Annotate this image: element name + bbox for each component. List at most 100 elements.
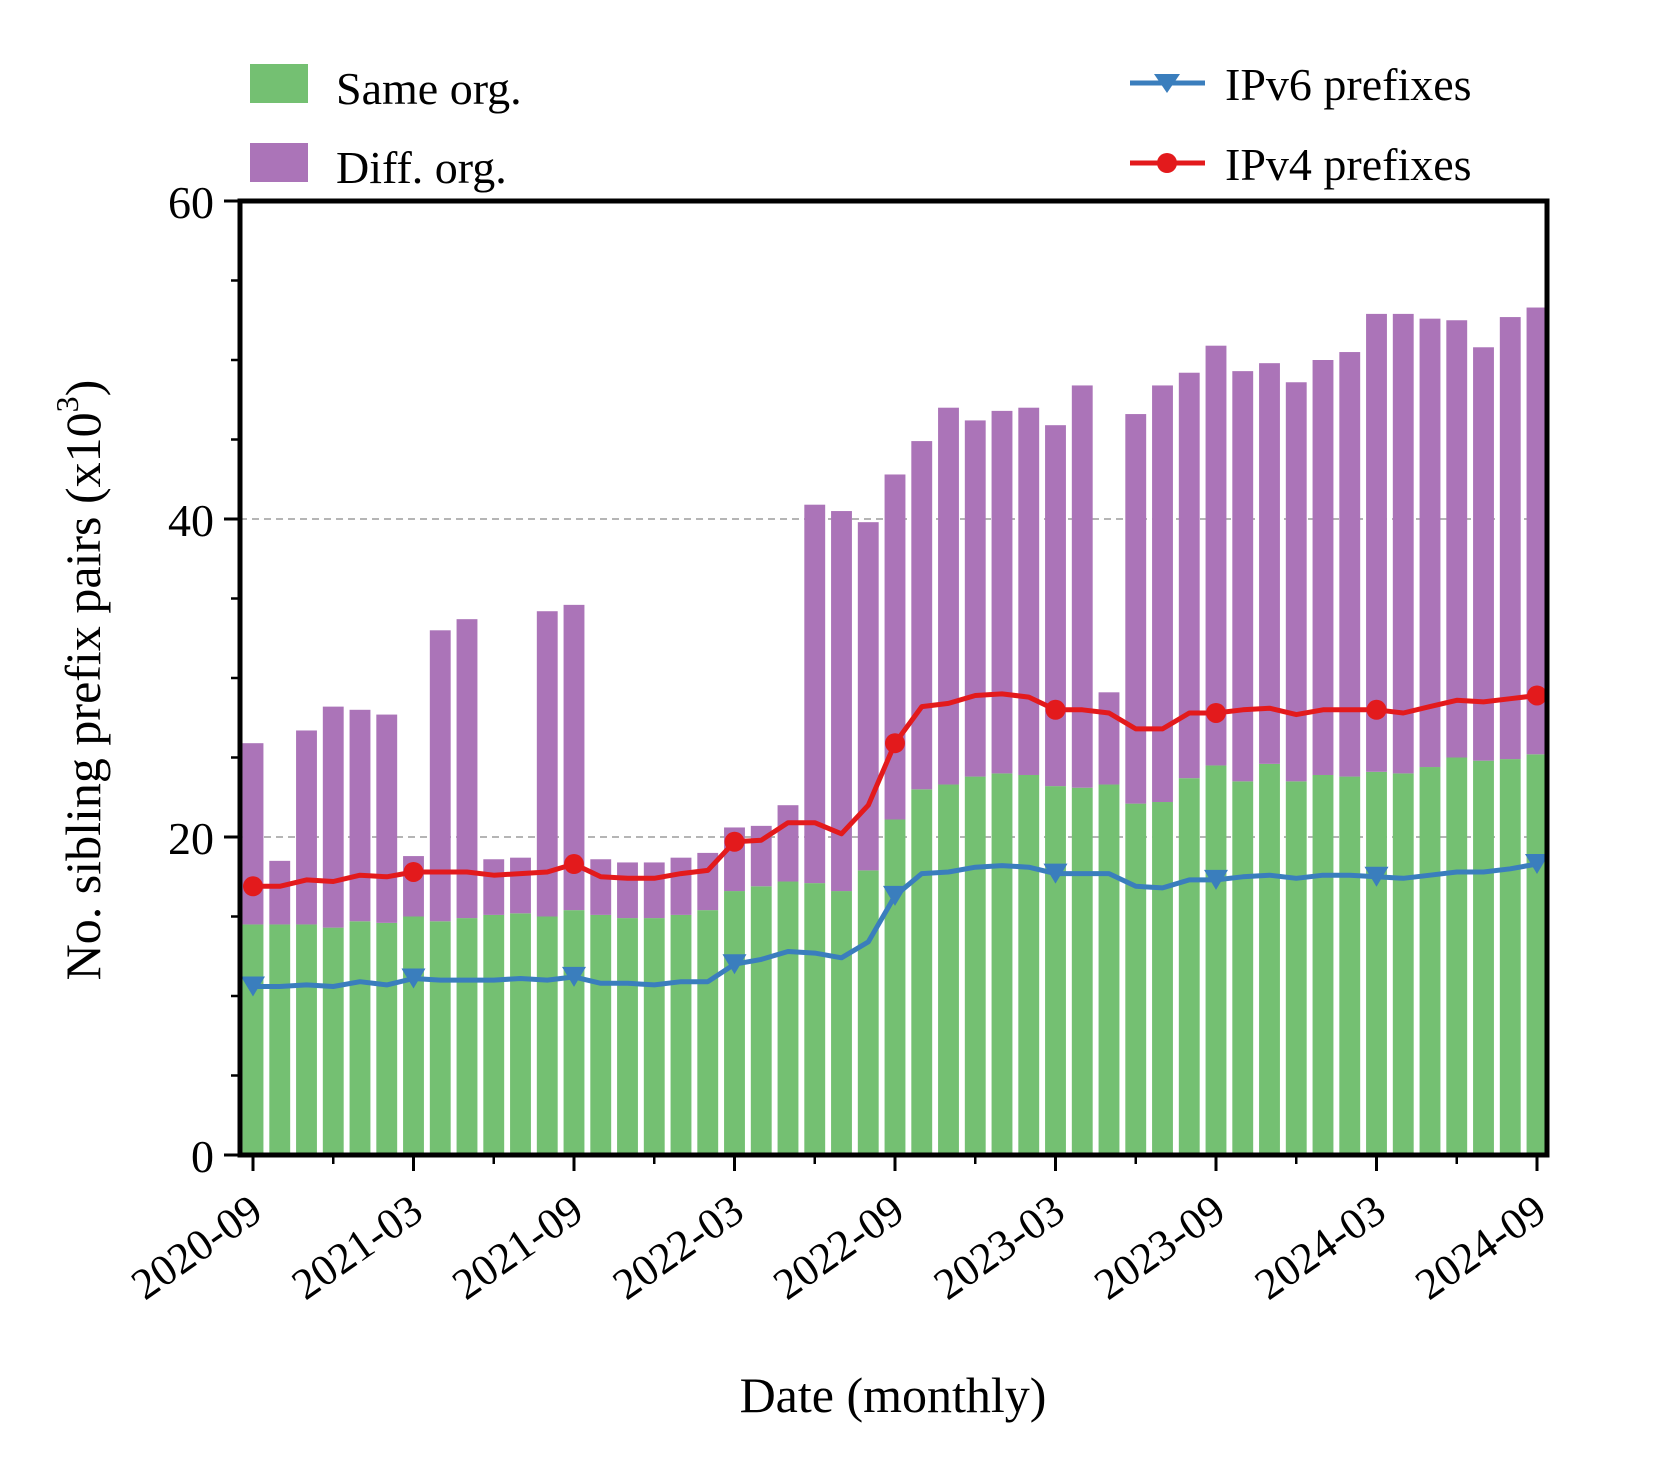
bar-diff-org (376, 714, 398, 923)
bar-same-org (1178, 778, 1200, 1155)
bar-diff-org (1473, 347, 1494, 761)
marker-ipv4-prefixes (1366, 699, 1387, 720)
bar-diff-org (1071, 385, 1093, 788)
bar-diff-org (429, 630, 451, 922)
y-tick-label: 0 (191, 1131, 214, 1182)
bar-same-org (1018, 774, 1040, 1155)
bar-diff-org (349, 709, 371, 922)
legend-right: IPv6 prefixes IPv4 prefixes (1130, 59, 1472, 190)
bar-same-org (322, 927, 344, 1155)
bar-same-org (991, 773, 1013, 1155)
bar-diff-org (804, 504, 826, 884)
marker-ipv6-prefixes (562, 966, 586, 987)
bar-diff-org (1499, 317, 1521, 760)
marker-ipv4-prefixes (243, 876, 263, 897)
x-tick-label: 2023-09 (1085, 1185, 1233, 1309)
bar-diff-org (670, 857, 692, 915)
bar-diff-org (643, 862, 665, 919)
bar-same-org (1045, 786, 1066, 1155)
bar-same-org (483, 914, 505, 1155)
x-tick-label: 2024-03 (1246, 1185, 1394, 1309)
marker-ipv6-prefixes (401, 968, 426, 989)
marker-ipv4-prefixes (885, 733, 905, 754)
marker-ipv6-prefixes (241, 976, 265, 997)
bar-diff-org (1125, 414, 1147, 804)
bar-diff-org (322, 706, 344, 928)
legend-left: Same org. Diff. org. (250, 63, 522, 193)
bar-diff-org (938, 407, 959, 785)
bar-diff-org (1312, 360, 1334, 775)
bar-same-org (1312, 774, 1334, 1155)
bar-same-org (804, 883, 826, 1155)
bar-diff-org (536, 611, 558, 917)
bar-same-org (777, 881, 799, 1155)
bar-same-org (1152, 802, 1173, 1155)
bar-same-org (643, 918, 665, 1155)
bar-same-org (724, 891, 745, 1155)
marker-ipv4-prefixes (1206, 702, 1226, 723)
bar-same-org (429, 921, 451, 1155)
legend-label-diff-org: Diff. org. (336, 142, 507, 193)
marker-ipv6-prefixes (1525, 854, 1549, 875)
bar-same-org (403, 916, 424, 1155)
bar-diff-org (483, 859, 505, 915)
bar-diff-org (1232, 371, 1254, 782)
marker-ipv6-prefixes (1364, 866, 1389, 887)
bar-same-org (1285, 781, 1307, 1155)
y-tick-label: 60 (168, 177, 214, 228)
bar-same-org (1259, 763, 1280, 1155)
y-axis-label-close: ) (55, 380, 111, 397)
y-axis-label: No. sibling prefix pairs (x103) (49, 380, 111, 981)
bar-same-org (964, 776, 986, 1155)
marker-ipv4-prefixes (1045, 699, 1066, 720)
bar-diff-org (1098, 692, 1120, 785)
legend-marker-ipv6 (1154, 74, 1180, 93)
bar-diff-org (269, 860, 291, 925)
bar-same-org (376, 922, 398, 1155)
bar-same-org (1125, 803, 1147, 1155)
bar-diff-org (911, 441, 933, 790)
y-axis-label-sup: 3 (49, 396, 85, 412)
bar-diff-org (1366, 313, 1387, 772)
bar-same-org (617, 918, 638, 1155)
bar-same-org (536, 916, 558, 1155)
bar-diff-org (510, 857, 531, 914)
bar-same-org (1419, 767, 1441, 1155)
y-tick-label: 20 (168, 813, 214, 864)
bar-diff-org (242, 743, 264, 925)
bar-same-org (1526, 754, 1548, 1155)
bar-diff-org (1178, 372, 1200, 779)
bar-diff-org (617, 862, 638, 919)
bar-diff-org (1045, 425, 1066, 787)
legend-label-ipv4: IPv4 prefixes (1225, 139, 1472, 190)
lines-layer (241, 685, 1549, 997)
legend-swatch-same-org (250, 64, 308, 103)
bar-same-org (563, 910, 585, 1155)
bar-same-org (456, 918, 478, 1155)
bar-same-org (590, 914, 612, 1155)
bar-same-org (857, 870, 879, 1155)
bar-same-org (1205, 765, 1227, 1155)
bar-diff-org (831, 511, 852, 892)
bar-same-org (750, 886, 772, 1155)
bar-same-org (911, 789, 933, 1155)
bar-diff-org (777, 805, 799, 882)
bar-same-org (1366, 771, 1387, 1155)
marker-ipv6-prefixes (1204, 869, 1228, 890)
bar-diff-org (1446, 320, 1468, 758)
bar-same-org (1232, 781, 1254, 1155)
bar-diff-org (857, 522, 879, 871)
bars-layer (242, 307, 1548, 1155)
bar-same-org (296, 924, 317, 1155)
bar-diff-org (964, 420, 986, 777)
bar-same-org (1499, 759, 1521, 1155)
marker-ipv4-prefixes (724, 831, 745, 852)
legend-swatch-diff-org (250, 143, 308, 182)
bar-diff-org (1339, 352, 1361, 777)
bar-same-org (1098, 784, 1120, 1155)
x-tick-label: 2022-09 (764, 1185, 912, 1309)
bar-diff-org (991, 410, 1013, 774)
bar-same-org (1446, 757, 1468, 1155)
bar-diff-org (1526, 307, 1548, 755)
bar-diff-org (1259, 363, 1280, 764)
